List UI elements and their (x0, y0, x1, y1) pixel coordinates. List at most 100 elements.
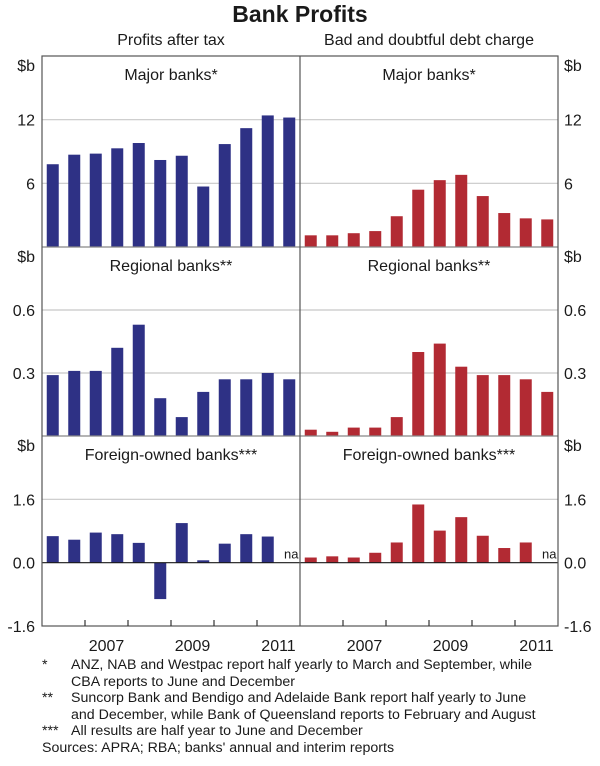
profit-bar (111, 534, 124, 563)
footnote-marker: * (42, 657, 48, 673)
left-column-title: Profits after tax (117, 32, 225, 49)
profit-bar (175, 417, 188, 436)
profit-bar (89, 532, 102, 563)
bad-debt-bar (498, 213, 511, 247)
bad-debt-bar (412, 189, 425, 247)
profit-bar (132, 143, 145, 247)
profit-bar (46, 164, 59, 247)
profit-bar (261, 536, 274, 563)
x-tick-label: 2009 (175, 638, 211, 655)
y-tick-label-left: -1.6 (7, 619, 35, 636)
profit-bar (68, 370, 81, 436)
na-label: na (284, 547, 299, 562)
bad-debt-bar (347, 557, 360, 563)
profit-bar (197, 560, 210, 563)
y-unit-label-right: $b (564, 438, 582, 455)
y-tick-label-left: 0.6 (13, 303, 35, 320)
profit-bar (175, 523, 188, 563)
bad-debt-bar (455, 517, 468, 563)
profit-bar (218, 379, 231, 436)
bad-debt-bar (326, 235, 339, 247)
panel-title: Regional banks** (368, 258, 491, 275)
profit-bar (68, 539, 81, 563)
y-tick-label-left: 1.6 (13, 492, 35, 509)
bad-debt-bar (541, 219, 554, 247)
profit-bar (261, 373, 274, 436)
profit-bar (154, 159, 167, 247)
bad-debt-bar (519, 379, 532, 436)
profit-bar (261, 115, 274, 247)
sources: Sources: APRA; RBA; banks' annual and in… (42, 739, 395, 756)
x-tick-label: 2007 (347, 638, 383, 655)
bad-debt-bar (541, 391, 554, 436)
y-unit-label-left: $b (17, 58, 35, 75)
y-tick-label-right: 6 (564, 176, 573, 193)
bad-debt-bar (369, 427, 382, 436)
y-tick-label-right: 0.6 (564, 303, 586, 320)
panel-title: Regional banks** (110, 258, 233, 275)
bad-debt-bar (390, 216, 403, 247)
profit-bar (46, 536, 59, 563)
y-tick-label-left: 12 (17, 113, 35, 130)
chart-title: Bank Profits (232, 1, 367, 27)
bad-debt-bar (476, 375, 489, 436)
y-unit-label-right: $b (564, 249, 582, 266)
profit-bar (89, 370, 102, 436)
footnote: ** Suncorp Bank and Bendigo and Adelaide … (42, 690, 536, 723)
profit-bar (197, 186, 210, 247)
x-tick-label: 2011 (261, 638, 296, 655)
footnotes: * ANZ, NAB and Westpac report half yearly… (42, 657, 536, 756)
bad-debt-bar (304, 235, 317, 247)
profit-bar (132, 542, 145, 563)
footnote-line: CBA reports to June and December (71, 673, 295, 690)
x-tick-label: 2011 (519, 638, 554, 655)
y-tick-label-right: 1.6 (564, 492, 586, 509)
profit-bar (175, 155, 188, 247)
footnote-line: All results are half year to June and De… (71, 723, 363, 739)
bad-debt-bar (476, 535, 489, 563)
y-unit-label-left: $b (17, 438, 35, 455)
profit-bar (218, 543, 231, 563)
y-tick-label-right: 0.3 (564, 366, 586, 383)
footnote-line: and December, while Bank of Queensland r… (71, 706, 536, 723)
profit-bar (132, 324, 145, 436)
bad-debt-bar (498, 548, 511, 563)
bad-debt-bar (433, 530, 446, 563)
profit-bar (89, 153, 102, 247)
profit-bar (197, 391, 210, 436)
footnote-marker: *** (42, 723, 59, 739)
profit-bar (240, 534, 253, 563)
bad-debt-bar (347, 427, 360, 436)
panel-title: Foreign-owned banks*** (343, 447, 516, 464)
bad-debt-bar (433, 343, 446, 436)
profit-bar (111, 148, 124, 247)
bad-debt-bar (455, 174, 468, 247)
profit-bar (240, 128, 253, 247)
bad-debt-bar (326, 431, 339, 436)
bad-debt-bar (519, 218, 532, 247)
profit-bar (154, 562, 167, 600)
bad-debt-bar (412, 352, 425, 436)
profit-bar (68, 154, 81, 247)
y-tick-label-left: 0.0 (13, 556, 35, 573)
bad-debt-bar (369, 552, 382, 563)
bad-debt-bar (347, 233, 360, 247)
footnote: *** All results are half year to June and… (42, 723, 536, 740)
x-tick-label: 2007 (89, 638, 125, 655)
bad-debt-bar (304, 429, 317, 436)
profit-bar (218, 144, 231, 247)
panel-title: Foreign-owned banks*** (85, 447, 258, 464)
profit-bar (111, 347, 124, 436)
profit-bar (240, 379, 253, 436)
bad-debt-bar (369, 231, 382, 247)
bad-debt-bar (412, 504, 425, 563)
bad-debt-bar (304, 557, 317, 563)
y-tick-label-left: 0.3 (13, 366, 35, 383)
bad-debt-bar (519, 542, 532, 563)
bad-debt-bar (390, 417, 403, 436)
profit-bar (283, 117, 296, 248)
profit-bar (283, 379, 296, 436)
profit-bar (46, 375, 59, 436)
bad-debt-bar (455, 366, 468, 436)
